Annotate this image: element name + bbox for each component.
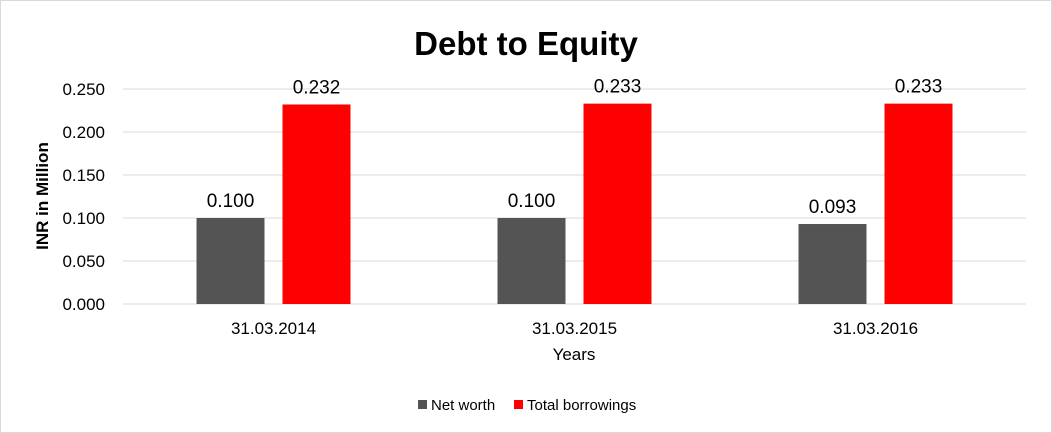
y-tick-label: 0.250 bbox=[62, 80, 105, 99]
chart-title: Debt to Equity bbox=[414, 25, 638, 62]
bar-net-worth bbox=[798, 224, 867, 304]
legend-label: Total borrowings bbox=[527, 397, 636, 414]
data-labels: 0.100 0.232 0.100 0.233 0.093 0.233 bbox=[207, 77, 943, 218]
bar-total-borrowings bbox=[282, 104, 351, 304]
bar-net-worth bbox=[497, 218, 566, 304]
bar-total-borrowings bbox=[884, 103, 953, 305]
legend-swatch bbox=[418, 400, 427, 409]
x-tick-label: 31.03.2014 bbox=[231, 319, 316, 338]
data-label: 0.100 bbox=[508, 191, 556, 212]
bars bbox=[196, 103, 953, 305]
y-axis-title: INR in Million bbox=[33, 142, 52, 250]
data-label: 0.093 bbox=[809, 197, 857, 218]
legend-swatch bbox=[514, 400, 523, 409]
y-tick-label: 0.150 bbox=[62, 166, 105, 185]
x-tick-label: 31.03.2016 bbox=[833, 319, 918, 338]
data-label: 0.100 bbox=[207, 191, 255, 212]
x-axis-ticks: 31.03.2014 31.03.2015 31.03.2016 bbox=[231, 319, 918, 338]
gridlines bbox=[123, 88, 1026, 305]
y-axis-ticks: 0.000 0.050 0.100 0.150 0.200 0.250 bbox=[62, 80, 105, 314]
y-tick-label: 0.200 bbox=[62, 123, 105, 142]
y-tick-label: 0.100 bbox=[62, 209, 105, 228]
data-label: 0.233 bbox=[895, 77, 943, 98]
y-tick-label: 0.050 bbox=[62, 252, 105, 271]
x-tick-label: 31.03.2015 bbox=[532, 319, 617, 338]
data-label: 0.233 bbox=[594, 77, 642, 98]
legend-label: Net worth bbox=[431, 397, 495, 414]
bar-net-worth bbox=[196, 218, 265, 304]
x-axis-title: Years bbox=[553, 345, 596, 364]
data-label: 0.232 bbox=[293, 77, 341, 98]
legend: Net worth Total borrowings bbox=[418, 397, 636, 414]
y-tick-label: 0.000 bbox=[62, 295, 105, 314]
bar-total-borrowings bbox=[583, 103, 652, 305]
